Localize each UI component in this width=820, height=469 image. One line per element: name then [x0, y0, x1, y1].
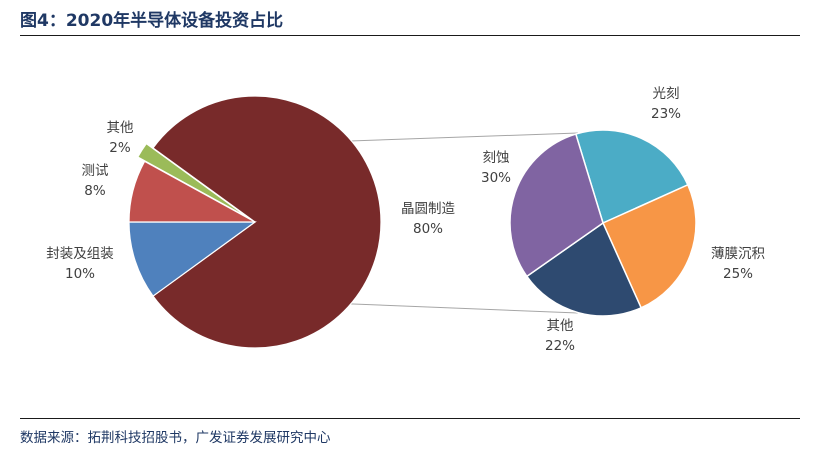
pie2-label-2-name: 其他 [547, 318, 574, 334]
pie1-label-2-value: 8% [84, 183, 106, 199]
pie2-slice-2 [525, 221, 643, 317]
chart-title: 图4：2020年半导体设备投资占比 [20, 11, 284, 31]
pie2-label-0-value: 23% [651, 106, 681, 122]
pie1-label-2-name: 测试 [82, 163, 109, 179]
pie2-label-2: 其他 22% [545, 318, 575, 354]
data-source: 数据来源：拓荆科技招股书，广发证券发展研究中心 [20, 430, 331, 446]
pie1-label-1: 封装及组装 10% [46, 246, 114, 282]
pie1-slice-0 [152, 95, 382, 349]
pie2-slice-1 [602, 183, 697, 309]
pie1-label-0-name: 晶圆制造 [401, 201, 455, 217]
pie1-label-1-value: 10% [65, 266, 95, 282]
pie2-slice-0 [574, 129, 689, 225]
pie1-label-3-name: 其他 [107, 120, 134, 136]
pie2-label-3: 刻蚀 30% [481, 150, 511, 186]
pie2-label-1-value: 25% [723, 266, 753, 282]
pie1-label-3: 其他 2% [107, 120, 134, 156]
pie1-label-0: 晶圆制造 80% [401, 201, 455, 237]
pie2-label-3-name: 刻蚀 [483, 150, 510, 166]
pie1-slice-1 [128, 221, 257, 297]
pie2-label-3-value: 30% [481, 170, 511, 186]
pie1-label-3-value: 2% [109, 140, 131, 156]
pie2-slice-3 [509, 133, 604, 278]
pie2-label-0-name: 光刻 [653, 86, 680, 102]
pie1-slice-3 [137, 142, 249, 219]
pie2-label-0: 光刻 23% [651, 86, 681, 122]
pie2-label-1-name: 薄膜沉积 [711, 246, 765, 262]
pie1-label-2: 测试 8% [82, 163, 109, 199]
source-divider [20, 418, 800, 419]
title-divider [20, 35, 800, 36]
pie2-label-2-value: 22% [545, 338, 575, 354]
pie1-label-1-name: 封装及组装 [46, 246, 114, 262]
pie2-label-1: 薄膜沉积 25% [711, 246, 765, 282]
pie1-label-0-value: 80% [413, 221, 443, 237]
